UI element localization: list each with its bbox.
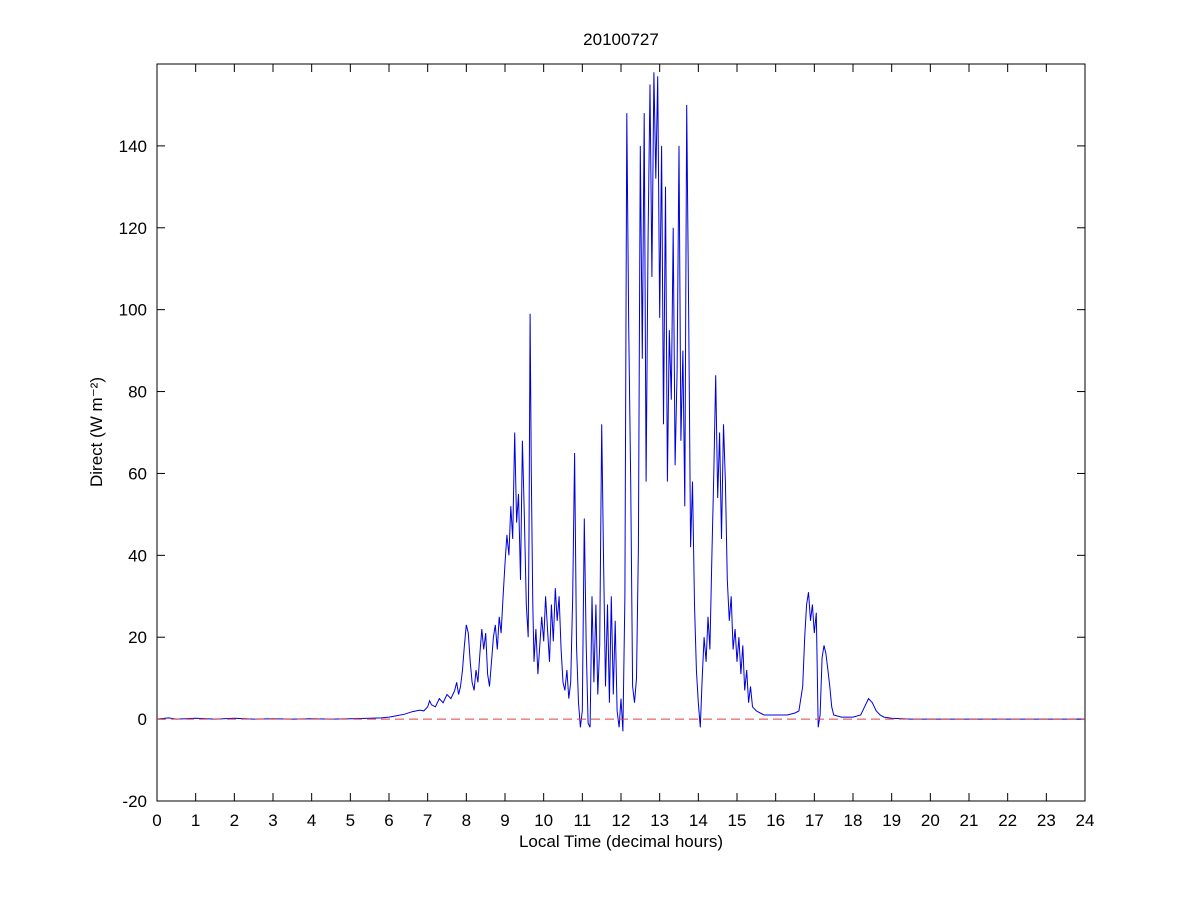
x-tick-label: 1 (191, 811, 200, 830)
axis-box (156, 63, 1086, 802)
x-tick-label: 4 (307, 811, 316, 830)
x-tick-label: 15 (728, 811, 747, 830)
y-tick-label: 120 (119, 219, 147, 238)
x-tick-label: 14 (689, 811, 708, 830)
y-tick-label: 0 (138, 710, 147, 729)
plot-title: 20100727 (583, 30, 659, 49)
x-tick-label: 17 (805, 811, 824, 830)
x-tick-label: 19 (882, 811, 901, 830)
y-tick-label: 80 (128, 383, 147, 402)
x-tick-label: 9 (500, 811, 509, 830)
y-tick-label: 140 (119, 137, 147, 156)
x-tick-label: 12 (612, 811, 631, 830)
y-tick-label: 40 (128, 546, 147, 565)
y-tick-label: -20 (122, 792, 147, 811)
x-tick-label: 11 (574, 811, 592, 830)
x-tick-label: 8 (462, 811, 471, 830)
x-tick-label: 10 (534, 811, 553, 830)
x-tick-label: 5 (346, 811, 355, 830)
x-tick-label: 0 (152, 811, 161, 830)
y-tick-label: 100 (119, 301, 147, 320)
x-tick-label: 18 (844, 811, 863, 830)
x-tick-label: 13 (650, 811, 669, 830)
x-tick-label: 20 (921, 811, 940, 830)
x-tick-label: 16 (766, 811, 785, 830)
x-tick-label: 7 (423, 811, 432, 830)
y-tick-label: 20 (128, 628, 147, 647)
x-tick-label: 22 (998, 811, 1017, 830)
x-tick-label: 3 (268, 811, 277, 830)
series-direct-irradiance (156, 72, 1085, 732)
x-tick-label: 6 (384, 811, 393, 830)
x-tick-label: 2 (230, 811, 239, 830)
x-axis-label: Local Time (decimal hours) (518, 832, 724, 851)
x-tick-label: 21 (960, 811, 979, 830)
x-tick-label: 24 (1076, 811, 1095, 830)
y-tick-label: 60 (128, 464, 147, 483)
x-tick-label: 23 (1037, 811, 1056, 830)
